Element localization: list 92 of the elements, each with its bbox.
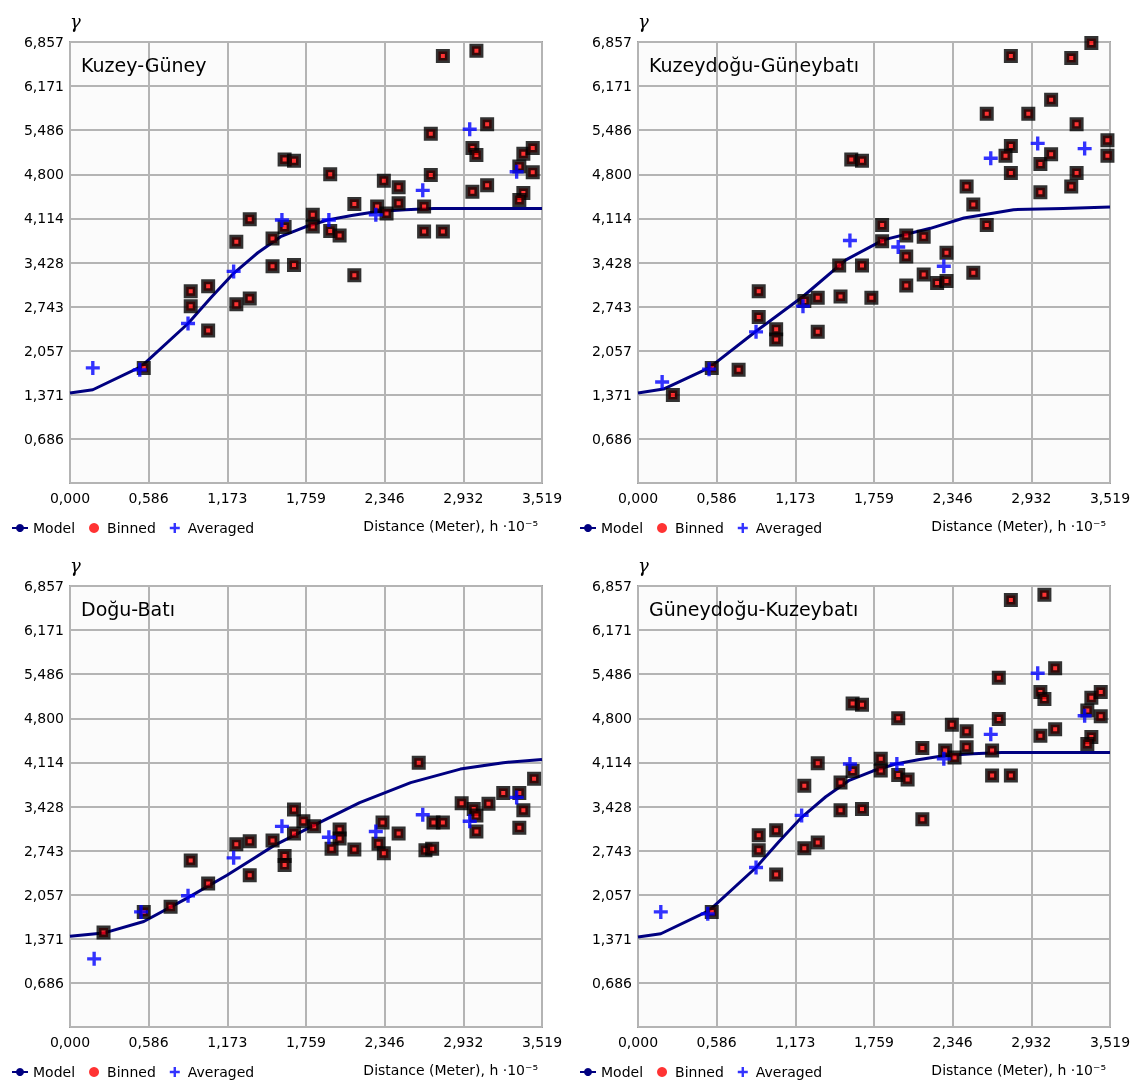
legend-label: Binned xyxy=(107,1064,156,1080)
x-tick-label: 0,586 xyxy=(128,1034,169,1050)
x-axis-title: Distance (Meter), h ·10⁻⁵ xyxy=(363,518,538,534)
x-tick-label: 0,586 xyxy=(696,490,737,506)
text: Kuzeydoğu-Güneybatı xyxy=(649,53,859,76)
x-tick-label: 3,519 xyxy=(521,1034,563,1050)
x-axis-title: Distance (Meter), h ·10⁻⁵ xyxy=(931,518,1106,534)
y-tick-label: 6,857 xyxy=(591,34,632,50)
y-tick-label: 0,686 xyxy=(23,974,65,991)
y-tick-label: 0,686 xyxy=(591,430,633,447)
y-tick-label: 3,428 xyxy=(591,798,632,815)
x-tick-label: 1,173 xyxy=(207,1034,248,1050)
text: Kuzey-Güney xyxy=(81,53,207,76)
y-tick-label: 1,371 xyxy=(23,930,64,947)
y-tick-label: 4,114 xyxy=(591,754,633,771)
y-tick-label: 4,800 xyxy=(591,710,632,727)
y-axis-title: γ xyxy=(638,554,649,576)
x-tick-label: 2,932 xyxy=(1011,1034,1052,1050)
x-tick-label: 1,759 xyxy=(853,490,894,506)
x-tick-label: 1,759 xyxy=(285,490,326,506)
legend-label: Binned xyxy=(107,520,156,536)
y-tick-label: 6,171 xyxy=(591,622,632,639)
x-tick-label: 0,000 xyxy=(617,1034,659,1050)
x-tick-label: 2,346 xyxy=(932,1034,973,1050)
legend-label: Binned xyxy=(675,1064,724,1080)
y-tick-label: 1,371 xyxy=(591,930,632,947)
x-tick-label: 2,932 xyxy=(1011,490,1052,506)
y-tick-label: 2,743 xyxy=(591,842,632,859)
x-tick-label: 2,932 xyxy=(443,1034,484,1050)
legend-label: Model xyxy=(33,520,76,536)
y-tick-label: 2,743 xyxy=(591,298,632,315)
y-tick-label: 1,371 xyxy=(23,386,64,403)
legend-label: Averaged xyxy=(187,520,255,536)
y-tick-label: 6,857 xyxy=(23,34,64,50)
x-tick-label: 3,519 xyxy=(1089,490,1131,506)
y-tick-label: 6,171 xyxy=(23,622,64,639)
y-tick-label: 1,371 xyxy=(591,386,632,403)
y-tick-label: 4,114 xyxy=(23,754,65,771)
y-tick-label: 4,114 xyxy=(23,210,65,227)
legend-label: Binned xyxy=(675,520,724,536)
text: Güneydoğu-Kuzeybatı xyxy=(649,597,859,620)
legend-label: Averaged xyxy=(755,520,823,536)
text: Doğu-Batı xyxy=(81,597,175,620)
y-tick-label: 0,686 xyxy=(23,430,65,447)
y-tick-label: 4,800 xyxy=(23,710,64,727)
y-tick-label: 5,486 xyxy=(23,666,65,683)
y-tick-label: 4,800 xyxy=(23,166,64,183)
x-tick-label: 2,932 xyxy=(443,490,484,506)
y-tick-label: 2,057 xyxy=(23,886,64,903)
y-tick-label: 2,057 xyxy=(591,886,632,903)
y-axis-title: γ xyxy=(70,10,81,32)
x-tick-label: 2,346 xyxy=(364,490,405,506)
y-tick-label: 2,743 xyxy=(23,842,64,859)
y-axis-title: γ xyxy=(638,10,649,32)
y-tick-label: 3,428 xyxy=(23,254,64,271)
x-tick-label: 0,000 xyxy=(49,490,91,506)
y-tick-label: 6,171 xyxy=(591,78,632,95)
x-tick-label: 1,759 xyxy=(285,1034,326,1050)
legend-label: Averaged xyxy=(187,1064,255,1080)
legend-label: Averaged xyxy=(755,1064,823,1080)
y-tick-label: 2,057 xyxy=(591,342,632,359)
x-tick-label: 2,346 xyxy=(364,1034,405,1050)
x-tick-label: 3,519 xyxy=(1089,1034,1131,1050)
x-tick-label: 1,759 xyxy=(853,1034,894,1050)
x-tick-label: 0,000 xyxy=(617,490,659,506)
x-axis-title: Distance (Meter), h ·10⁻⁵ xyxy=(363,1062,538,1078)
y-tick-label: 4,800 xyxy=(591,166,632,183)
y-tick-label: 5,486 xyxy=(591,666,633,683)
x-tick-label: 2,346 xyxy=(932,490,973,506)
x-tick-label: 0,586 xyxy=(128,490,169,506)
y-tick-label: 6,857 xyxy=(23,578,64,594)
x-tick-label: 0,000 xyxy=(49,1034,91,1050)
y-tick-label: 5,486 xyxy=(591,122,633,139)
y-tick-label: 0,686 xyxy=(591,974,633,991)
legend-label: Model xyxy=(601,1064,644,1080)
x-tick-label: 0,586 xyxy=(696,1034,737,1050)
legend-label: Model xyxy=(33,1064,76,1080)
x-tick-label: 1,173 xyxy=(207,490,248,506)
y-tick-label: 3,428 xyxy=(591,254,632,271)
y-tick-label: 2,743 xyxy=(23,298,64,315)
x-axis-title: Distance (Meter), h ·10⁻⁵ xyxy=(931,1062,1106,1078)
y-tick-label: 6,171 xyxy=(23,78,64,95)
legend-label: Model xyxy=(601,520,644,536)
x-tick-label: 1,173 xyxy=(775,490,816,506)
y-tick-label: 5,486 xyxy=(23,122,65,139)
y-axis-title: γ xyxy=(70,554,81,576)
x-tick-label: 1,173 xyxy=(775,1034,816,1050)
y-tick-label: 3,428 xyxy=(23,798,64,815)
y-tick-label: 4,114 xyxy=(591,210,633,227)
y-tick-label: 2,057 xyxy=(23,342,64,359)
y-tick-label: 6,857 xyxy=(591,578,632,594)
x-tick-label: 3,519 xyxy=(521,490,563,506)
